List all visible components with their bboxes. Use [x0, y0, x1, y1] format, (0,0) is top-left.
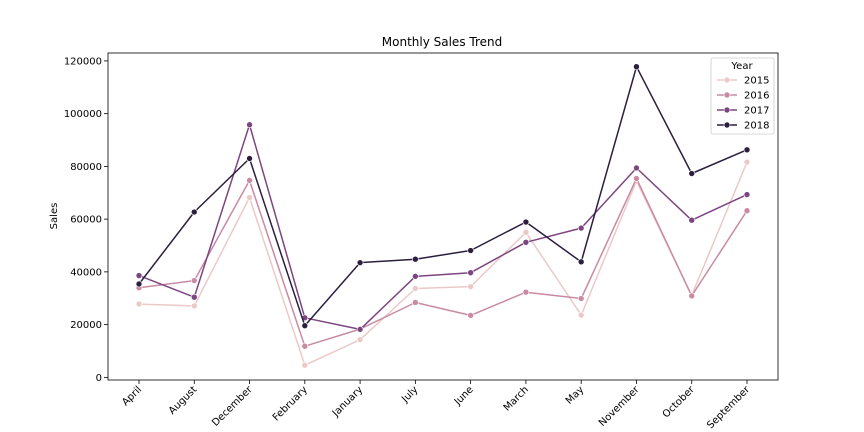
- data-point: [577, 295, 585, 302]
- data-point: [135, 272, 143, 279]
- legend-label: 2017: [744, 106, 769, 117]
- y-tick-label: 80000: [70, 162, 102, 173]
- data-point: [356, 259, 364, 266]
- legend-item: 2016: [717, 91, 769, 102]
- series-line: [138, 65, 748, 327]
- data-point: [246, 194, 253, 201]
- data-point: [467, 283, 474, 290]
- plot-area: [107, 52, 779, 381]
- series-line: [138, 161, 748, 366]
- y-tick-label: 40000: [70, 267, 102, 278]
- x-tick-label: May: [564, 384, 586, 406]
- x-tick-label: April: [120, 384, 144, 408]
- x-tick-label: July: [399, 384, 420, 405]
- y-tick-label: 100000: [64, 109, 102, 120]
- series-line: [138, 123, 748, 331]
- data-point: [190, 302, 198, 310]
- legend-marker: [723, 76, 731, 84]
- y-axis-title: Sales: [49, 203, 60, 230]
- data-point: [190, 277, 198, 284]
- data-point: [412, 255, 419, 263]
- y-tick-label: 0: [96, 373, 102, 384]
- data-point: [522, 288, 530, 296]
- data-point: [743, 207, 751, 214]
- data-point: [135, 280, 143, 288]
- data-point: [412, 299, 419, 306]
- legend-item: 2015: [717, 76, 769, 87]
- series-2018: [135, 63, 751, 329]
- data-point: [135, 300, 143, 308]
- data-point: [356, 326, 364, 333]
- data-point: [633, 164, 640, 172]
- legend-marker: [723, 106, 731, 114]
- data-point: [246, 121, 253, 129]
- data-point: [688, 170, 696, 177]
- series-layer: [135, 63, 751, 369]
- y-tick-label: 60000: [70, 215, 102, 226]
- y-tick-label: 120000: [64, 56, 102, 67]
- legend-label: 2015: [744, 76, 769, 87]
- data-point: [688, 216, 696, 224]
- y-tick-label: 20000: [70, 320, 102, 331]
- data-point: [356, 336, 364, 343]
- x-tick-label: October: [661, 384, 698, 421]
- data-point: [522, 218, 530, 226]
- data-point: [467, 312, 474, 319]
- data-point: [467, 269, 474, 276]
- data-point: [301, 361, 309, 369]
- x-tick-label: December: [210, 384, 255, 429]
- data-point: [467, 247, 474, 254]
- legend-label: 2016: [744, 91, 769, 102]
- data-point: [688, 292, 696, 300]
- x-tick-label: March: [502, 384, 531, 413]
- data-point: [633, 63, 640, 71]
- data-point: [577, 258, 585, 266]
- x-tick-label: January: [330, 384, 365, 419]
- data-point: [190, 208, 198, 216]
- x-tick-label: June: [452, 384, 476, 408]
- x-tick-label: November: [597, 384, 642, 429]
- data-point: [301, 322, 309, 329]
- y-axis: 0 20000 40000 60000 80000 100000 120000: [64, 56, 108, 384]
- data-point: [190, 293, 198, 301]
- data-point: [743, 158, 751, 166]
- data-point: [246, 177, 253, 184]
- data-point: [577, 311, 585, 319]
- data-point: [412, 273, 419, 280]
- data-point: [633, 175, 640, 182]
- legend-item: 2018: [717, 121, 769, 132]
- data-point: [522, 229, 530, 236]
- data-point: [577, 224, 585, 232]
- data-point: [743, 191, 751, 198]
- data-point: [301, 342, 309, 350]
- chart-title: Monthly Sales Trend: [382, 35, 502, 49]
- x-tick-label: February: [271, 384, 310, 423]
- legend-item: 2017: [717, 106, 769, 117]
- series-line: [138, 177, 748, 347]
- legend-marker: [723, 121, 731, 129]
- data-point: [412, 285, 419, 292]
- x-tick-label: September: [705, 384, 752, 431]
- data-point: [522, 239, 530, 246]
- legend: Year 2015 2016 2017 2018: [710, 57, 775, 135]
- x-tick-label: August: [167, 384, 200, 417]
- legend-marker: [723, 91, 731, 99]
- legend-title: Year: [730, 61, 753, 72]
- x-axis: April August December February January July Ju…: [120, 380, 753, 431]
- series-2017: [135, 121, 751, 333]
- legend-items: 2015 2016 2017 2018: [717, 76, 769, 132]
- data-point: [246, 155, 253, 162]
- legend-label: 2018: [744, 121, 769, 132]
- series-2016: [135, 175, 751, 350]
- data-point: [743, 146, 751, 154]
